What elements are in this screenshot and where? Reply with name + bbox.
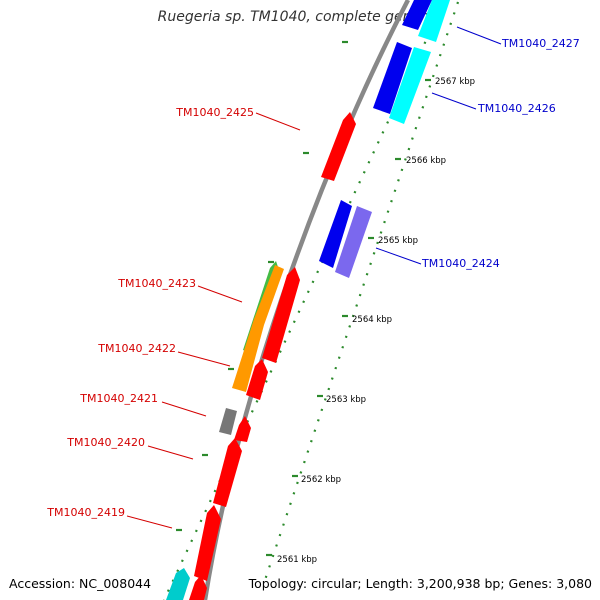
gene-TM1040_2423[interactable] xyxy=(262,267,300,363)
label-TM1040_2420[interactable]: TM1040_2420 xyxy=(66,436,145,449)
gene-TM1040_2427-outer[interactable] xyxy=(418,0,450,42)
tick-label-2567: 2567 kbp xyxy=(435,77,475,87)
gene-TM1040_2421[interactable] xyxy=(234,416,251,442)
gene-TM1040_2421-rna[interactable] xyxy=(219,408,237,435)
label-TM1040_2422[interactable]: TM1040_2422 xyxy=(97,342,176,355)
label-TM1040_2423[interactable]: TM1040_2423 xyxy=(117,277,196,290)
tick-label-2562: 2562 kbp xyxy=(301,475,341,485)
gene-TM1040_2422[interactable] xyxy=(246,359,268,400)
gene-TM1040_2426[interactable] xyxy=(373,42,412,114)
label-TM1040_2425[interactable]: TM1040_2425 xyxy=(175,106,254,119)
gene-TM1040_2427[interactable] xyxy=(402,0,432,30)
gene-TM1040_2419[interactable] xyxy=(194,505,221,581)
inner-major-ticks xyxy=(266,78,431,557)
tick-label-2564: 2564 kbp xyxy=(352,315,392,325)
label-TM1040_2426[interactable]: TM1040_2426 xyxy=(477,102,556,115)
topology-text: Topology: circular; Length: 3,200,938 bp… xyxy=(248,576,592,591)
label-TM1040_2421[interactable]: TM1040_2421 xyxy=(79,392,158,405)
inner-tick-ring xyxy=(263,1,460,581)
gene-TM1040_2420[interactable] xyxy=(213,438,242,507)
tick-label-2561: 2561 kbp xyxy=(277,555,317,565)
tick-label-2565: 2565 kbp xyxy=(378,236,418,246)
gene-TM1040_2426-outer[interactable] xyxy=(389,47,431,124)
outer-major-ticks xyxy=(176,40,348,532)
label-TM1040_2424[interactable]: TM1040_2424 xyxy=(421,257,500,270)
gene-TM1040_2418[interactable] xyxy=(189,575,207,600)
gene-TM1040_2424-outer[interactable] xyxy=(335,206,372,278)
gene-TM1040_2422-outer[interactable] xyxy=(232,265,284,392)
accession-text: Accession: NC_008044 xyxy=(9,576,152,591)
label-TM1040_2419[interactable]: TM1040_2419 xyxy=(46,506,125,519)
gene-TM1040_2425[interactable] xyxy=(321,112,356,181)
reverse-leader-lines xyxy=(375,26,502,265)
tick-label-2566: 2566 kbp xyxy=(406,156,446,166)
label-TM1040_2427[interactable]: TM1040_2427 xyxy=(501,37,580,50)
map-title: Ruegeria sp. TM1040, complete genome xyxy=(157,9,443,25)
gene-TM1040_2418-outer[interactable] xyxy=(166,568,190,600)
gene-TM1040_2424[interactable] xyxy=(319,200,352,268)
tick-label-2563: 2563 kbp xyxy=(326,395,366,405)
forward-leader-lines xyxy=(126,112,301,529)
